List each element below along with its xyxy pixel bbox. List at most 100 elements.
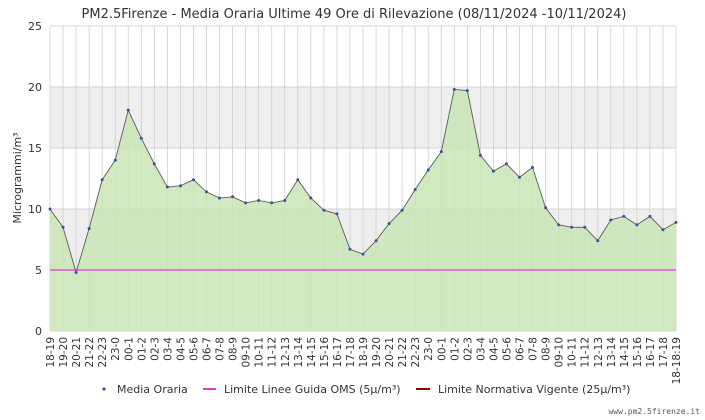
y-tick-label: 15 <box>28 142 42 155</box>
x-tick-label: 00-1 <box>436 337 448 361</box>
x-tick-label: 20-21 <box>71 337 83 368</box>
data-point <box>322 208 326 212</box>
legend-marker-media <box>102 387 106 391</box>
x-tick-label: 22-23 <box>410 337 422 368</box>
x-tick-label: 04-5 <box>175 337 187 361</box>
data-point <box>439 150 443 154</box>
x-tick-label: 13-14 <box>606 337 618 368</box>
data-point <box>491 169 495 173</box>
x-tick-label: 06-7 <box>202 337 214 361</box>
data-point <box>518 175 521 179</box>
data-point <box>309 196 313 200</box>
data-point <box>257 198 261 202</box>
x-tick-label: 05-6 <box>188 337 200 361</box>
x-tick-label: 07-8 <box>528 337 540 361</box>
x-tick-label: 11-12 <box>267 337 279 368</box>
x-tick-label: 05-6 <box>501 337 513 361</box>
x-tick-label: 18-18:19 <box>671 337 683 384</box>
x-tick-label: 15-16 <box>319 337 331 368</box>
data-point <box>348 247 352 251</box>
x-tick-label: 17-18 <box>345 337 357 368</box>
data-point <box>465 89 469 93</box>
series-points <box>48 87 678 274</box>
x-tick-label: 08-9 <box>228 337 240 361</box>
x-tick-label: 12-13 <box>593 337 605 368</box>
area-fill <box>50 89 676 331</box>
data-point <box>400 208 404 212</box>
x-tick-label: 18-19 <box>45 337 57 368</box>
data-point <box>283 198 287 202</box>
x-tick-label: 18-19 <box>358 337 370 368</box>
x-tick-label: 09-10 <box>241 337 253 368</box>
data-point <box>609 218 613 222</box>
y-tick-label: 10 <box>28 203 42 216</box>
data-point <box>478 153 482 157</box>
data-point <box>648 214 652 218</box>
data-point <box>426 168 430 172</box>
data-point <box>178 184 182 188</box>
x-tick-label: 20-21 <box>384 337 396 368</box>
credit-text: www.pm2.5firenze.it <box>608 407 700 416</box>
data-point <box>387 222 391 226</box>
x-tick-label: 21-22 <box>397 337 409 368</box>
data-point <box>139 136 143 140</box>
legend-label-media: Media Oraria <box>117 383 188 396</box>
data-point <box>165 185 169 189</box>
data-point <box>452 87 456 91</box>
x-tick-label: 08-9 <box>541 337 553 361</box>
data-point <box>661 228 665 232</box>
data-point <box>531 166 535 170</box>
x-tick-label: 23-0 <box>110 337 122 361</box>
data-point <box>374 239 378 243</box>
data-point <box>674 220 678 224</box>
data-point <box>231 195 235 199</box>
data-point <box>100 178 104 182</box>
data-point <box>504 162 508 166</box>
legend: Media Oraria Limite Linee Guida OMS (5μ/m… <box>102 383 630 396</box>
x-tick-label: 02-3 <box>462 337 474 361</box>
data-point <box>335 212 339 216</box>
x-tick-label: 04-5 <box>488 337 500 361</box>
data-point <box>583 225 587 229</box>
y-axis-ticks: 0 5 10 15 20 25 <box>28 20 42 338</box>
data-point <box>87 227 91 231</box>
x-tick-label: 10-11 <box>254 337 266 368</box>
data-point <box>152 162 156 166</box>
data-point <box>635 223 639 227</box>
y-tick-label: 20 <box>28 81 42 94</box>
x-tick-label: 21-22 <box>84 337 96 368</box>
y-tick-label: 25 <box>28 20 42 33</box>
legend-label-oms: Limite Linee Guida OMS (5μ/m³) <box>224 383 401 396</box>
x-tick-label: 09-10 <box>554 337 566 368</box>
x-tick-label: 23-0 <box>423 337 435 361</box>
limit-lines <box>50 269 676 271</box>
x-tick-label: 00-1 <box>123 337 135 361</box>
data-point <box>413 187 417 191</box>
data-point <box>622 214 626 218</box>
x-axis-ticks: 18-19 19-20 20-21 21-22 22-23 23-0 00-1 01-2 02-… <box>45 337 683 385</box>
data-point <box>296 178 300 182</box>
y-tick-label: 5 <box>35 264 42 277</box>
data-point <box>205 190 208 194</box>
x-tick-label: 10-11 <box>567 337 579 368</box>
data-point <box>361 252 365 256</box>
x-tick-label: 11-12 <box>580 337 592 368</box>
data-point <box>113 158 117 162</box>
x-tick-label: 19-20 <box>371 337 383 368</box>
y-tick-label: 0 <box>35 325 42 338</box>
data-point <box>191 178 195 182</box>
x-tick-label: 06-7 <box>515 337 527 361</box>
data-point <box>570 225 574 229</box>
x-tick-label: 02-3 <box>149 337 161 361</box>
data-point <box>74 270 78 274</box>
data-point <box>557 223 561 227</box>
x-tick-label: 16-17 <box>645 337 657 368</box>
x-tick-label: 19-20 <box>58 337 70 368</box>
x-tick-label: 01-2 <box>449 337 461 361</box>
data-point <box>218 196 222 200</box>
x-tick-label: 14-15 <box>306 337 318 368</box>
x-tick-label: 01-2 <box>136 337 148 361</box>
x-tick-label: 17-18 <box>658 337 670 368</box>
x-tick-label: 22-23 <box>97 337 109 368</box>
